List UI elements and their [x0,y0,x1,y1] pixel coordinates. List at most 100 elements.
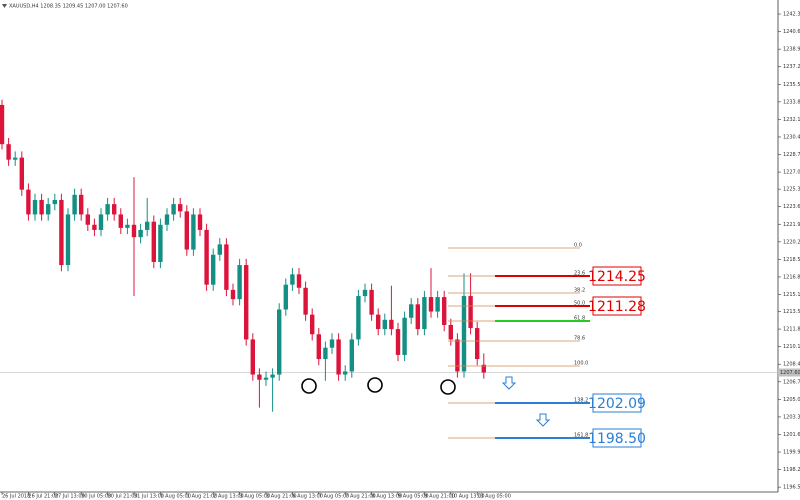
candle-body [263,377,269,380]
candle-body [0,104,5,145]
y-tick-label: 1221.95 [783,222,800,228]
y-tick-label: 1208.40 [783,362,800,368]
y-tick-label: 1237.20 [783,64,800,70]
y-tick-label: 1223.65 [783,204,800,210]
y-tick-label: 1225.35 [783,187,800,193]
candle-body [277,309,282,375]
current-price-label: 1207.60 [780,370,800,376]
candle-body [158,224,163,262]
candle-body [164,214,170,225]
candle-body [362,289,368,297]
y-tick-label: 1210.10 [783,344,800,350]
y-tick-label: 1227.00 [783,170,800,176]
candle-body [224,244,229,290]
x-tick-label: 9 Aug 05:00 [398,494,429,500]
candle-body [468,296,473,329]
y-tick-label: 1230.40 [783,134,800,140]
candle-body [329,339,335,348]
target-label: 1211.28 [588,299,646,315]
candle-body [105,204,110,215]
candle-body [46,204,51,215]
fib-label: 61.8 [574,316,585,322]
title-icon [2,4,7,8]
fib-label: 23.6 [574,271,585,277]
candle-body [13,157,18,160]
candle-body [283,284,288,310]
current-price-box [778,368,800,377]
x-tick-label: 30 Jul 21:00 [108,494,138,500]
y-tick-label: 1213.50 [783,309,800,315]
candle-body [125,224,130,228]
candle-body [475,328,480,360]
candle-body [131,224,137,238]
y-tick-label: 1206.70 [783,379,800,385]
fib-label: 161.8 [574,433,588,439]
candle-body [336,339,341,375]
fib-label: 100.0 [574,361,588,367]
candle-body [138,229,143,238]
candle-body [72,194,77,215]
target-box [592,428,642,448]
candle-body [415,304,420,330]
fib-label: 138.2 [574,398,588,404]
candle-body [19,157,24,190]
candle-body [250,339,255,375]
candle-body [316,334,321,360]
candle-body [389,319,394,330]
candle-body [52,199,57,205]
target-label: 1202.09 [588,396,646,412]
x-tick-label: 9 Aug 21:00 [424,494,455,500]
candle-body [145,221,150,230]
target-box [592,296,642,316]
candle-body [409,304,414,318]
candle-body [59,199,64,266]
candle-body [244,265,249,340]
candle-body [448,324,453,340]
candle-body [376,314,381,330]
candle-body [39,199,44,215]
y-tick-label: 1215.15 [783,292,800,298]
candle-body [270,374,275,378]
target-box [592,393,642,413]
candle-body [257,374,262,380]
candle-body [32,199,38,215]
y-tick-label: 1228.70 [783,152,800,158]
candle-body [428,297,434,312]
x-tick-label: 26 Jul 21:00 [28,494,58,500]
candle-body [204,229,209,285]
candle-body [184,211,189,250]
x-tick-label: 10 Aug 13:00 [451,494,485,500]
candle-body [442,297,447,325]
y-tick-label: 1233.80 [783,99,800,105]
candle-body [395,329,401,355]
y-tick-label: 1220.25 [783,239,800,245]
candle-body [356,296,361,340]
fib-label: 78.6 [574,336,585,342]
candle-body [151,221,156,262]
x-tick-label: 1 Aug 21:00 [187,494,218,500]
x-tick-label: 2 Aug 13:00 [213,494,244,500]
x-tick-label: 1 Aug 05:00 [160,494,191,500]
target-label: 1214.25 [588,269,646,285]
marker-circle [367,377,383,393]
fib-label: 50.0 [574,301,585,307]
x-tick-label: 7 Aug 21:00 [345,494,376,500]
candle-body [323,347,328,360]
candle-body [349,339,354,372]
y-tick-label: 1218.55 [783,257,800,263]
y-tick-label: 1211.80 [783,327,800,333]
x-tick-label: 13 Aug 05:00 [477,494,511,500]
x-tick-label: 6 Aug 13:00 [292,494,323,500]
candle-body [171,204,176,215]
y-tick-label: 1203.30 [783,414,800,420]
candle-body [290,274,295,285]
down-arrow [501,376,517,390]
y-tick-label: 1242.30 [783,12,800,18]
candle-body [461,296,467,372]
fib-label: 38.2 [574,288,585,294]
candle-body [369,289,374,315]
candle-body [85,214,90,225]
candle-body [382,319,387,330]
candle-body [402,317,407,355]
